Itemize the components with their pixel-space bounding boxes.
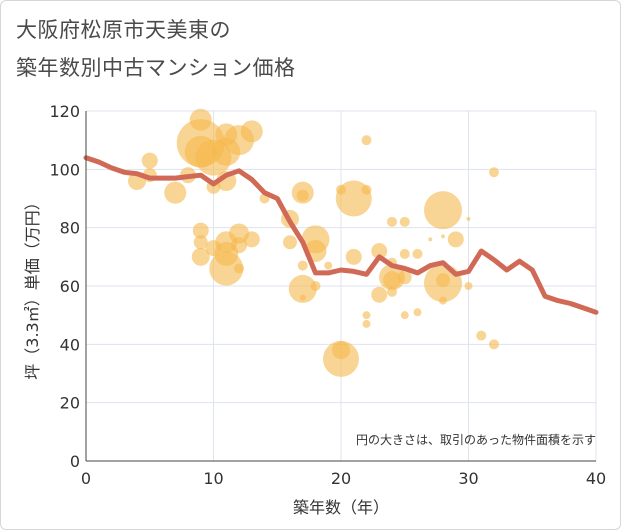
bubble-point [209, 251, 244, 286]
bubble-point [447, 231, 464, 248]
bubble-point [397, 270, 412, 285]
average-price-line [83, 155, 599, 315]
bubble-point [412, 248, 423, 259]
y-tick-label: 0 [70, 452, 80, 471]
grid [85, 110, 597, 462]
bubble-point [193, 235, 208, 250]
bubble-series [128, 108, 499, 377]
bubble-point [231, 237, 247, 254]
y-tick-label: 120 [49, 102, 80, 121]
bubble-point [192, 222, 209, 239]
bubble-point [413, 308, 422, 317]
y-axis-label: 坪（3.3㎡）単価（万円） [23, 194, 42, 379]
bubble-point [387, 216, 397, 227]
x-axis-label: 築年数（年） [293, 498, 389, 517]
bubble-point [191, 247, 210, 266]
size-legend-note: 円の大きさは、取引のあった物件面積を示す [356, 432, 596, 447]
y-tick-label: 60 [60, 277, 80, 296]
bubble-point [399, 248, 410, 259]
bubble-point [296, 189, 309, 202]
x-tick-label: 10 [203, 469, 223, 488]
bubble-point [240, 120, 263, 143]
bubble-point [164, 181, 187, 204]
chart-title-line1: 大阪府松原市天美東の [16, 18, 231, 42]
bubble-point [323, 340, 359, 377]
bubble-point [400, 311, 409, 320]
bubble-point [466, 216, 471, 221]
bubble-point [362, 311, 371, 320]
bubble-point [439, 296, 447, 305]
axes [85, 111, 596, 462]
y-tick-label: 20 [60, 394, 80, 413]
bubble-point [324, 261, 333, 270]
bubble-point [424, 191, 462, 230]
bubble-point [371, 243, 388, 259]
bubble-point [283, 235, 297, 250]
bubble-point [141, 152, 158, 169]
x-tick-label: 0 [81, 469, 91, 488]
y-tick-label: 40 [60, 335, 80, 354]
y-tick-label: 100 [49, 160, 80, 179]
bubble-point [297, 260, 308, 271]
bubble-point [387, 286, 397, 297]
bubble-point [299, 294, 306, 301]
bubble-point [441, 234, 445, 239]
bubble-point [489, 339, 499, 350]
chart-title-line2: 築年数別中古マンション価格 [16, 56, 296, 80]
bubble-point [489, 167, 499, 178]
bubble-point [399, 216, 410, 227]
bubble-point [383, 271, 401, 290]
bubble-point [361, 184, 372, 195]
bubble-point [476, 330, 487, 341]
bubble-point [464, 282, 473, 290]
bubble-point [371, 286, 388, 303]
x-axis-ticks: 0 10 20 30 40 [81, 469, 606, 488]
y-axis-ticks: 0 20 40 60 80 100 120 [49, 102, 80, 471]
bubble-point [428, 237, 433, 242]
x-tick-label: 40 [586, 469, 606, 488]
x-tick-label: 20 [331, 469, 351, 488]
y-tick-label: 80 [60, 219, 80, 238]
bubble-point [310, 281, 321, 291]
bubble-point [362, 319, 371, 328]
bubble-point [234, 263, 244, 274]
bubble-point [361, 135, 372, 146]
bubble-point [243, 231, 260, 248]
bubble-point [345, 248, 362, 265]
x-tick-label: 30 [458, 469, 478, 488]
bubble-point [424, 264, 462, 303]
bubble-point [288, 274, 317, 303]
